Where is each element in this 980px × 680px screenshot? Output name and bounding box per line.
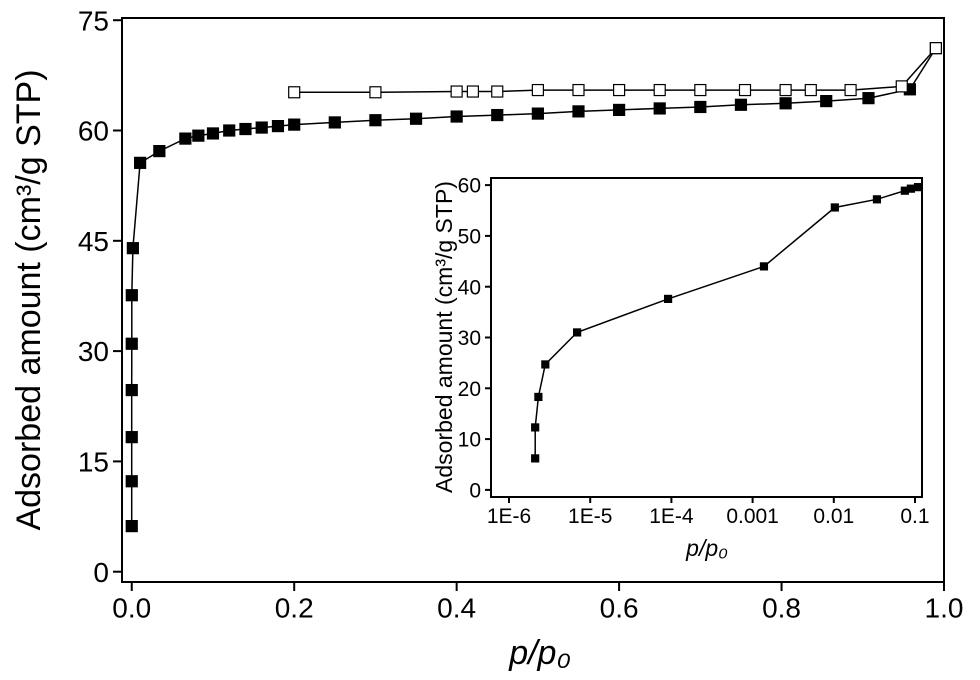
data-point <box>929 42 942 55</box>
data-point <box>531 454 540 463</box>
data-point <box>134 156 147 169</box>
data-point <box>531 107 544 120</box>
y-axis-label: Adsorbed amount (cm³/g STP) <box>431 181 457 493</box>
data-point <box>862 92 875 105</box>
data-point <box>153 144 166 158</box>
data-point <box>125 383 138 397</box>
y-tick-label: 30 <box>78 336 109 367</box>
x-tick-label: 1E-4 <box>649 505 694 528</box>
data-point <box>820 94 833 108</box>
x-tick-label: 0.8 <box>762 593 801 624</box>
x-tick-label: 0.4 <box>437 593 476 624</box>
y-tick-label: 0 <box>469 479 481 502</box>
data-point <box>734 98 748 111</box>
data-point <box>192 129 205 142</box>
data-point <box>206 127 220 140</box>
x-axis-label: p/p₀ <box>508 634 571 672</box>
data-point <box>872 195 882 204</box>
data-point <box>491 85 504 98</box>
y-tick-label: 10 <box>458 429 481 452</box>
data-point <box>663 294 673 303</box>
data-point <box>125 431 138 444</box>
x-tick-label: 1E-5 <box>568 505 612 528</box>
data-point <box>531 423 540 432</box>
y-tick-label: 75 <box>78 5 109 36</box>
data-point <box>255 121 268 134</box>
inset-background <box>491 178 922 497</box>
data-point <box>288 118 301 131</box>
data-point <box>179 132 192 145</box>
data-point <box>779 97 792 110</box>
data-point <box>450 110 463 123</box>
data-point <box>125 289 138 302</box>
plot: 1E-6 1E-5 1E-4 0.001 0.01 0.1 0 10 20 30 40 50 60 p/p… <box>431 175 930 561</box>
x-tick-label: 0.6 <box>600 593 639 624</box>
y-tick-label: 20 <box>458 378 481 401</box>
y-tick-label: 40 <box>458 276 481 299</box>
data-point <box>906 184 915 193</box>
data-point <box>288 86 301 99</box>
plot: 0.0 0.2 0.4 0.6 0.8 1.0 0 15 30 45 60 75 p/p₀ Adsorbe… <box>10 5 963 672</box>
data-point <box>466 85 479 98</box>
x-tick-label: 0.0 <box>112 593 151 624</box>
y-tick-label: 30 <box>458 327 481 350</box>
data-point <box>573 328 582 337</box>
data-point <box>125 520 138 533</box>
data-point <box>369 114 382 127</box>
data-point <box>531 83 544 97</box>
data-point <box>534 392 543 402</box>
y-tick-label: 15 <box>78 446 109 477</box>
data-point <box>913 183 923 192</box>
data-point <box>239 122 252 136</box>
data-point <box>694 100 707 114</box>
data-point <box>541 360 550 369</box>
x-tick-label: 1E-6 <box>487 505 531 528</box>
data-point <box>223 124 236 137</box>
data-point <box>126 242 139 255</box>
y-tick-label: 45 <box>78 226 109 257</box>
data-point <box>738 83 752 97</box>
data-point <box>612 83 626 97</box>
data-point <box>409 112 423 125</box>
x-tick-label: 1.0 <box>925 593 964 624</box>
series-line <box>294 47 937 94</box>
data-point <box>125 475 138 488</box>
y-axis-label: Adsorbed amount (cm³/g STP) <box>10 69 48 530</box>
x-tick-label: 0.2 <box>275 593 314 624</box>
data-point <box>369 86 382 99</box>
data-point <box>125 337 138 350</box>
data-point <box>694 83 707 97</box>
data-point <box>491 108 504 122</box>
y-tick-label: 50 <box>458 225 481 248</box>
data-point <box>830 203 839 212</box>
data-point <box>328 116 341 129</box>
data-point <box>612 103 626 117</box>
data-point <box>844 83 857 97</box>
x-axis-label: p/p₀ <box>685 535 728 561</box>
data-point <box>779 83 792 97</box>
data-point <box>653 102 666 115</box>
data-point <box>653 83 666 97</box>
x-tick-label: 0.1 <box>900 505 929 528</box>
x-tick-label: 0.001 <box>726 505 779 528</box>
y-tick-label: 60 <box>78 116 109 147</box>
data-point <box>895 80 908 93</box>
plot-frame <box>121 17 945 583</box>
x-tick-label: 0.01 <box>813 505 854 528</box>
data-point <box>271 119 285 133</box>
data-point <box>572 83 585 97</box>
data-point <box>759 262 769 271</box>
data-point <box>572 105 585 118</box>
data-point <box>804 83 817 97</box>
data-point <box>450 85 463 98</box>
y-tick-label: 0 <box>93 557 109 588</box>
y-tick-label: 60 <box>458 175 481 198</box>
